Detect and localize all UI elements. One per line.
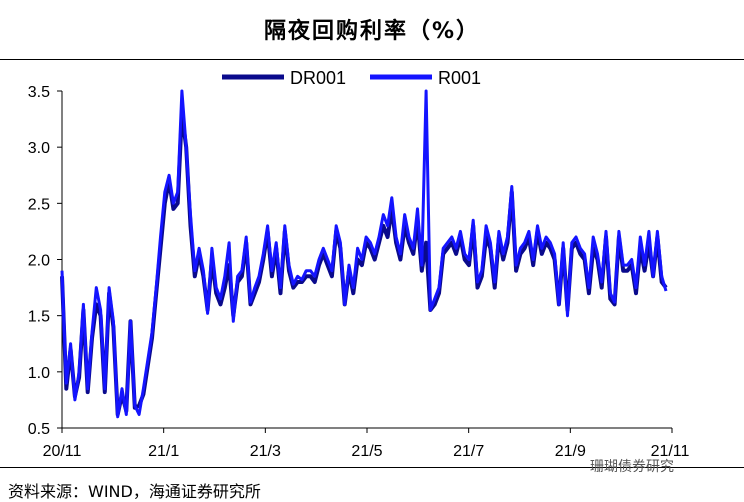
series-line-r001 [60,89,668,419]
overnight-repo-rate-chart: 0.5 1.0 1.5 2.0 2.5 3.0 3.5 20/11 21/1 21/3 21/5 21… [28,68,690,460]
series-line-dr001 [60,111,668,417]
source-note: 资料来源：WIND，海通证券研究所 [8,482,261,501]
y-tick-label: 3.5 [28,84,50,101]
x-tick-label: 21/11 [651,443,690,460]
y-tick-label: 3.0 [28,140,50,157]
x-tick-label: 20/11 [43,443,82,460]
legend: DR001 R001 [222,68,481,88]
chart-title: 隔夜回购利率（%） [263,19,481,44]
legend-label-dr001: DR001 [290,68,346,88]
series-lines [60,89,668,419]
y-tick-label: 2.0 [28,253,50,270]
axes: 0.5 1.0 1.5 2.0 2.5 3.0 3.5 20/11 21/1 21/3 21/5 21… [28,84,690,460]
x-tick-label: 21/5 [351,443,382,460]
y-tick-label: 1.0 [28,365,50,382]
x-tick-label: 21/3 [250,443,281,460]
y-tick-label: 0.5 [28,421,50,438]
title-bar: 隔夜回购利率（%） [0,0,744,60]
x-tick-label: 21/9 [555,443,586,460]
y-tick-label: 2.5 [28,196,50,213]
watermark: 珊瑚债券研究 [590,459,674,475]
footer-divider [0,467,744,468]
y-tick-label: 1.5 [28,309,50,326]
legend-label-r001: R001 [438,68,481,88]
x-tick-label: 21/7 [453,443,484,460]
x-tick-label: 21/1 [148,443,179,460]
